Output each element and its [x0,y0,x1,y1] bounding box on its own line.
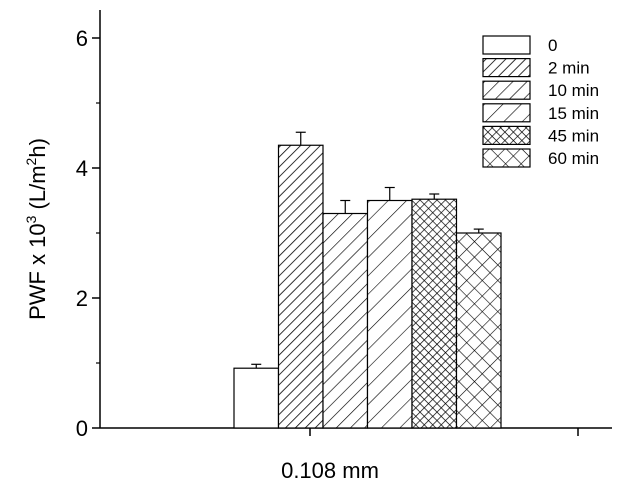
y-tick-label: 2 [76,286,88,311]
axes: 0 2 4 6 0.108 mm [76,10,612,483]
bar [322,212,369,429]
bar [411,198,458,429]
bar [277,144,324,429]
legend-label: 2 min [548,59,590,78]
y-tick-label: 0 [76,416,88,441]
y-tick-label: 4 [76,156,88,181]
legend-swatch [482,148,531,168]
bar [455,232,502,429]
legend-swatch [482,125,531,146]
bars [233,131,502,429]
legend-label: 45 min [548,126,599,145]
bar [366,199,413,429]
y-axis-label: PWF x 103 (L/m2h) [23,138,50,320]
legend: 0 2 min 10 min 15 min 45 min 60 min [482,35,599,168]
y-tick-label: 6 [76,26,88,51]
legend-label: 60 min [548,149,599,168]
legend-label: 15 min [548,104,599,123]
legend-label: 10 min [548,81,599,100]
legend-swatch [482,80,531,100]
legend-swatch [482,35,531,55]
legend-swatch [482,57,531,78]
legend-label: 0 [548,36,557,55]
bar [233,367,280,429]
legend-swatch [482,103,531,123]
x-category-label: 0.108 mm [281,458,379,483]
